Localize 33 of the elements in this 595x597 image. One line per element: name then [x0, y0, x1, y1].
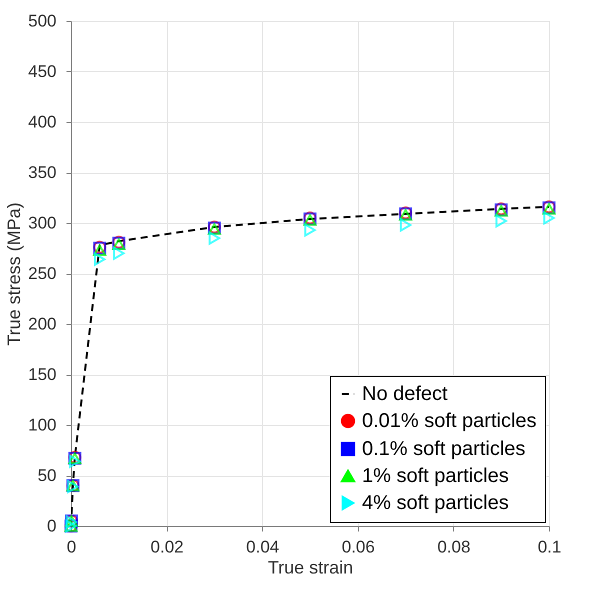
y-tick-label: 250	[28, 264, 56, 283]
x-tick-label: 0.06	[342, 538, 375, 556]
legend-label: 1% soft particles	[362, 465, 509, 487]
point	[94, 252, 106, 266]
y-tick-label: 100	[28, 416, 56, 434]
legend-label: 4% soft particles	[362, 492, 509, 514]
x-tick-label: 0.08	[437, 538, 470, 556]
y-tick-label: 200	[28, 314, 56, 334]
x-tick-label: 0.1	[538, 538, 562, 556]
y-tick-label: 500	[28, 12, 56, 30]
y-tick-label: 0	[47, 516, 56, 536]
point	[69, 454, 81, 468]
x-tick-label: 0	[66, 538, 76, 556]
point	[543, 211, 555, 224]
legend-label: No defect	[362, 383, 448, 405]
point	[304, 224, 316, 237]
x-tick-label: 0.04	[246, 538, 280, 556]
point	[113, 246, 125, 260]
point	[208, 232, 220, 245]
x-tick-label: 0.02	[150, 538, 184, 556]
y-axis-title: True stress (MPa)	[4, 202, 24, 346]
x-axis-title: True strain	[268, 558, 354, 578]
y-tick-label: 350	[28, 163, 56, 182]
legend-label: 0.01% soft particles	[362, 410, 537, 432]
y-tick-label: 400	[28, 112, 56, 132]
point	[495, 214, 507, 228]
legend-label: 0.1% soft particles	[362, 438, 526, 460]
point	[400, 218, 412, 232]
y-tick-label: 300	[28, 214, 56, 232]
point	[93, 244, 106, 256]
y-tick-label: 150	[28, 365, 56, 384]
y-tick-label: 50	[38, 466, 56, 485]
y-tick-label: 450	[28, 62, 56, 81]
